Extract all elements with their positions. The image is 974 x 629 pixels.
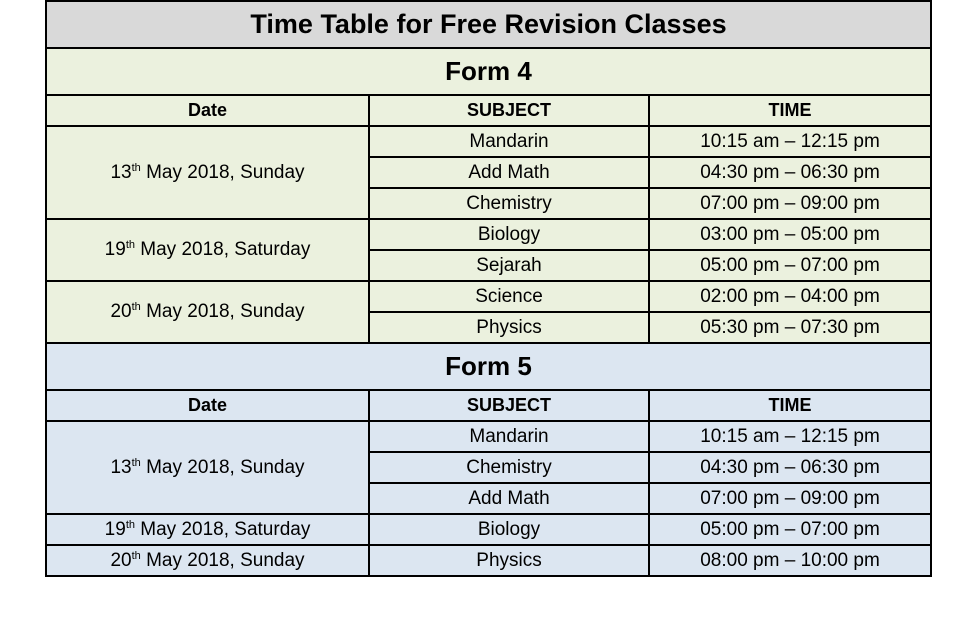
- table-row: Physics 05:30 pm – 07:30 pm: [46, 311, 933, 344]
- subject-cell: Sejarah: [368, 249, 650, 282]
- date-day: 19: [104, 239, 126, 260]
- header-subject: SUBJECT: [368, 389, 650, 422]
- table-row: Add Math 07:00 pm – 09:00 pm: [46, 482, 933, 515]
- date-suffix: th: [125, 239, 135, 251]
- table-row: Sejarah 05:00 pm – 07:00 pm: [46, 249, 933, 282]
- time-cell: 05:00 pm – 07:00 pm: [647, 249, 933, 282]
- time-cell: 10:15 am – 12:15 pm: [647, 420, 933, 453]
- date-day: 20: [110, 301, 132, 322]
- time-cell: 03:00 pm – 05:00 pm: [647, 218, 933, 251]
- header-time: TIME: [647, 389, 933, 422]
- date-rest: May 2018, Sunday: [140, 456, 305, 478]
- time-cell: 02:00 pm – 04:00 pm: [647, 280, 933, 313]
- time-cell: 04:30 pm – 06:30 pm: [647, 451, 933, 484]
- table-row: Add Math 04:30 pm – 06:30 pm: [46, 156, 933, 189]
- date-suffix: th: [131, 549, 141, 562]
- date-cell: 20th May 2018, Sunday: [45, 280, 370, 344]
- column-header-row: Date SUBJECT TIME: [45, 389, 933, 422]
- subject-cell: Chemistry: [368, 451, 650, 484]
- table-row: 19th May 2018, Saturday Biology 03:00 pm –…: [45, 218, 933, 282]
- time-cell: 05:00 pm – 07:00 pm: [647, 513, 933, 546]
- page-title: Time Table for Free Revision Classes: [44, 0, 933, 49]
- date-suffix: th: [131, 456, 141, 469]
- date-cell: 13th May 2018, Sunday: [45, 125, 370, 220]
- subject-cell: Biology: [368, 218, 650, 251]
- date-suffix: th: [131, 161, 141, 174]
- subject-cell: Physics: [368, 311, 650, 344]
- time-cell: 10:15 am – 12:15 pm: [647, 125, 933, 158]
- form-heading: Form 4: [44, 47, 933, 96]
- time-cell: 05:30 pm – 07:30 pm: [647, 311, 933, 344]
- subject-cell: Mandarin: [368, 125, 650, 158]
- subject-cell: Add Math: [368, 482, 650, 515]
- form-heading-row: Form 4: [44, 47, 933, 96]
- table-row: 13th May 2018, Sunday Mandarin 10:15 am – …: [45, 420, 933, 515]
- date-rest: May 2018, Sunday: [140, 161, 305, 183]
- date-rest: May 2018, Sunday: [140, 301, 305, 322]
- header-subject: SUBJECT: [368, 94, 650, 127]
- table-row: Chemistry 07:00 pm – 09:00 pm: [46, 187, 933, 220]
- subject-cell: Science: [368, 280, 650, 313]
- header-date: Date: [45, 94, 370, 127]
- date-rest: May 2018, Saturday: [135, 518, 311, 540]
- table-row: 13th May 2018, Sunday Mandarin 10:15 am – …: [45, 125, 933, 220]
- table-row: 19th May 2018, Saturday Biology 05:00 pm –…: [45, 513, 933, 546]
- date-day: 19: [104, 518, 126, 540]
- date-suffix: th: [131, 301, 141, 313]
- form-heading-row: Form 5: [44, 342, 933, 391]
- date-cell: 13th May 2018, Sunday: [45, 420, 370, 515]
- time-cell: 08:00 pm – 10:00 pm: [647, 544, 933, 577]
- table-row: 20th May 2018, Sunday Physics 08:00 pm – 1…: [45, 544, 933, 577]
- date-rest: May 2018, Sunday: [140, 549, 305, 571]
- date-cell: 19th May 2018, Saturday: [45, 218, 370, 282]
- subject-cell: Chemistry: [368, 187, 650, 220]
- subject-cell: Add Math: [368, 156, 650, 189]
- time-cell: 07:00 pm – 09:00 pm: [647, 187, 933, 220]
- date-day: 20: [110, 549, 132, 571]
- timetable: Time Table for Free Revision Classes For…: [44, 0, 933, 577]
- subject-cell: Biology: [368, 513, 650, 546]
- time-cell: 07:00 pm – 09:00 pm: [647, 482, 933, 515]
- subject-cell: Mandarin: [368, 420, 650, 453]
- date-rest: May 2018, Saturday: [135, 239, 311, 260]
- date-suffix: th: [125, 518, 135, 531]
- date-cell: 20th May 2018, Sunday: [45, 544, 370, 577]
- header-date: Date: [45, 389, 370, 422]
- date-day: 13: [110, 161, 132, 183]
- table-row: 20th May 2018, Sunday Science 02:00 pm – 0…: [45, 280, 933, 344]
- table-row: Chemistry 04:30 pm – 06:30 pm: [46, 451, 933, 484]
- date-day: 13: [110, 456, 132, 478]
- subject-cell: Physics: [368, 544, 650, 577]
- form-heading: Form 5: [44, 342, 933, 391]
- header-time: TIME: [647, 94, 933, 127]
- column-header-row: Date SUBJECT TIME: [45, 94, 933, 127]
- date-cell: 19th May 2018, Saturday: [45, 513, 370, 546]
- time-cell: 04:30 pm – 06:30 pm: [647, 156, 933, 189]
